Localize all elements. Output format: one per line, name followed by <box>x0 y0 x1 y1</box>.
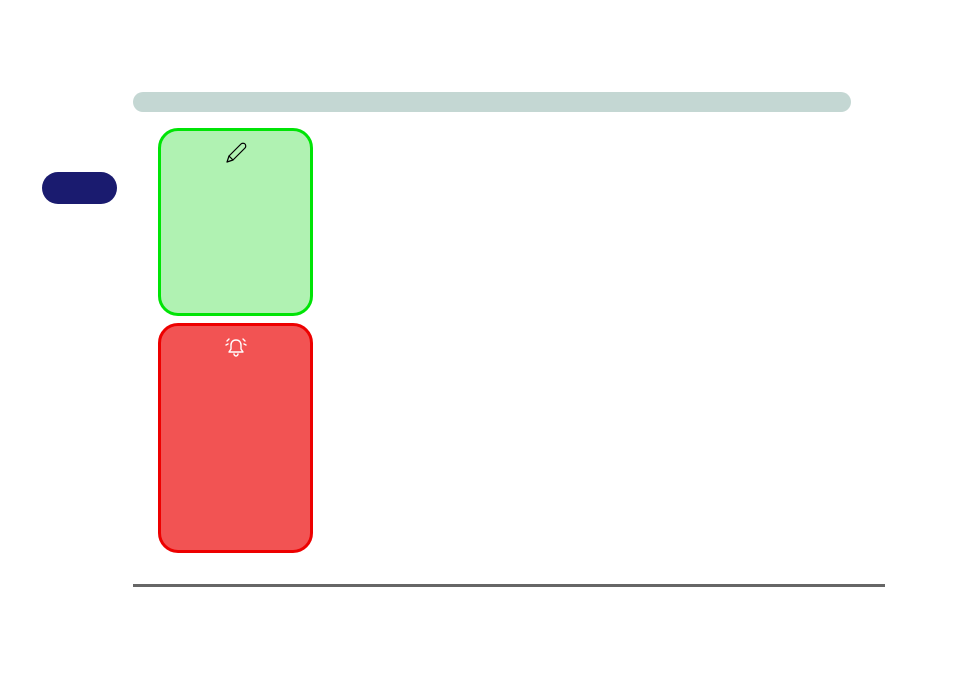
pen-icon <box>224 141 248 165</box>
green-card[interactable] <box>158 128 313 316</box>
top-bar <box>133 92 851 112</box>
bottom-rule <box>133 584 885 587</box>
pill-button[interactable] <box>42 172 117 204</box>
bell-alert-icon <box>224 336 248 360</box>
red-card[interactable] <box>158 323 313 553</box>
